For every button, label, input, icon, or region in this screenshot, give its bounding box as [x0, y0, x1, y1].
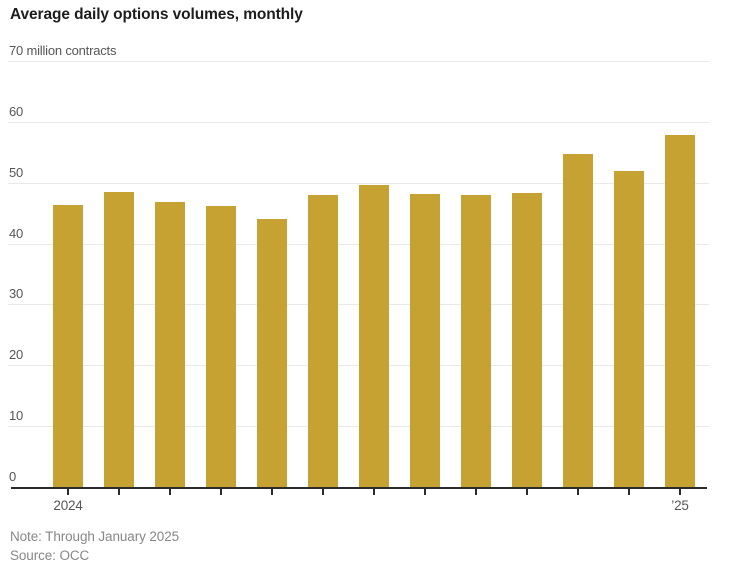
bar — [206, 205, 236, 487]
gridline — [8, 243, 709, 245]
bar — [563, 153, 593, 487]
y-tick-label: 0 — [9, 469, 17, 484]
gridline — [8, 61, 709, 62]
gridline — [8, 304, 709, 306]
x-tick-mark — [271, 488, 273, 495]
bar — [461, 195, 491, 487]
bar — [257, 219, 287, 487]
bar — [308, 195, 338, 487]
bar — [104, 192, 134, 487]
bar — [155, 201, 185, 487]
x-tick-label-last: ’25 — [671, 498, 689, 513]
chart-note: Note: Through January 2025 — [10, 529, 180, 544]
x-tick-mark — [169, 488, 171, 495]
x-tick-mark — [424, 488, 426, 495]
x-tick-mark — [67, 488, 69, 495]
bar — [359, 184, 389, 487]
gridline — [8, 121, 709, 123]
y-tick-label: 30 — [9, 286, 24, 302]
x-tick-label-first: 2024 — [53, 498, 83, 513]
bar — [512, 193, 542, 487]
gridline — [8, 182, 709, 184]
gridline — [8, 426, 709, 428]
y-tick-label: 10 — [9, 408, 24, 424]
x-tick-mark — [526, 488, 528, 495]
x-tick-mark — [220, 488, 222, 495]
bar — [410, 194, 440, 487]
x-tick-mark — [475, 488, 477, 495]
x-tick-mark — [577, 488, 579, 495]
y-tick-label: 60 — [9, 103, 24, 119]
x-tick-mark — [628, 488, 630, 495]
x-axis-line — [11, 487, 707, 489]
bar — [665, 135, 695, 487]
chart-source: Source: OCC — [10, 548, 90, 561]
x-tick-mark — [373, 488, 375, 495]
y-tick-label: 20 — [9, 347, 24, 363]
y-tick-label: 70 million contracts — [9, 43, 117, 58]
bar — [614, 170, 644, 487]
y-tick-label: 40 — [9, 225, 24, 241]
gridline — [8, 365, 709, 367]
x-tick-mark — [118, 488, 120, 495]
chart-title: Average daily options volumes, monthly — [10, 6, 303, 23]
bar — [53, 205, 83, 487]
y-tick-label: 50 — [9, 164, 24, 180]
x-tick-mark — [679, 488, 681, 495]
x-tick-mark — [322, 488, 324, 495]
